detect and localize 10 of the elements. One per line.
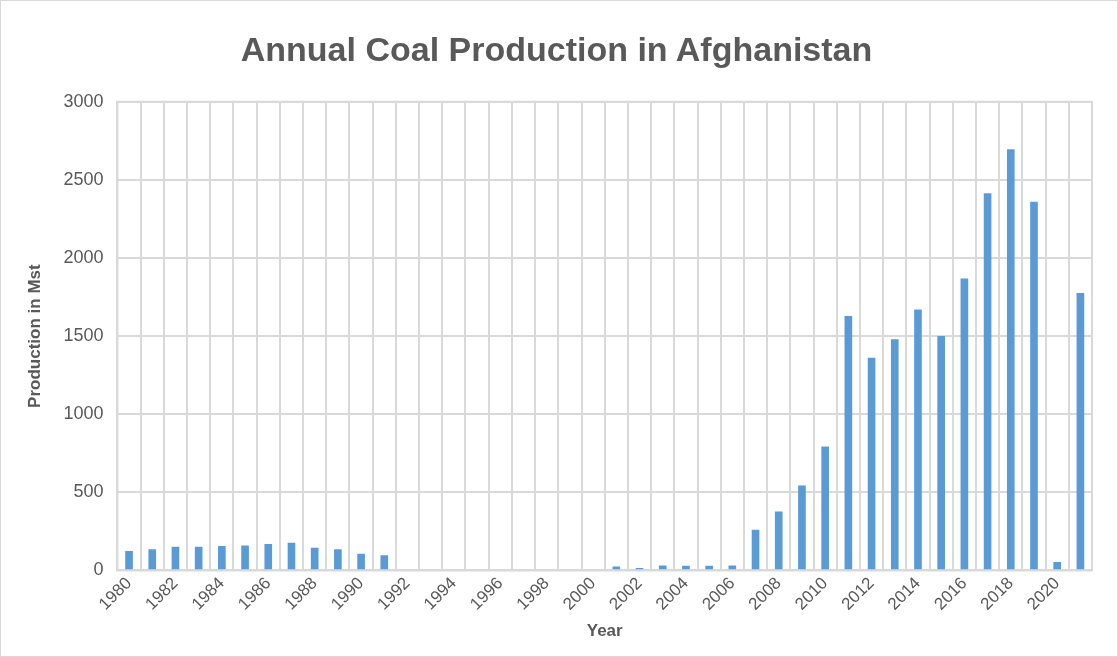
y-tick-label: 500	[73, 481, 104, 502]
y-tick-label: 3000	[63, 90, 104, 111]
y-tick-label: 1500	[63, 325, 104, 346]
y-tick-label: 2000	[63, 246, 104, 267]
y-axis-title: Production in Mst	[24, 264, 44, 408]
y-tick-label: 1000	[63, 403, 104, 424]
chart-title: Annual Coal Production in Afghanistan	[240, 29, 873, 68]
y-tick-label: 0	[93, 559, 104, 580]
x-axis-title: Year	[586, 621, 624, 641]
y-tick-label: 2500	[63, 168, 104, 189]
